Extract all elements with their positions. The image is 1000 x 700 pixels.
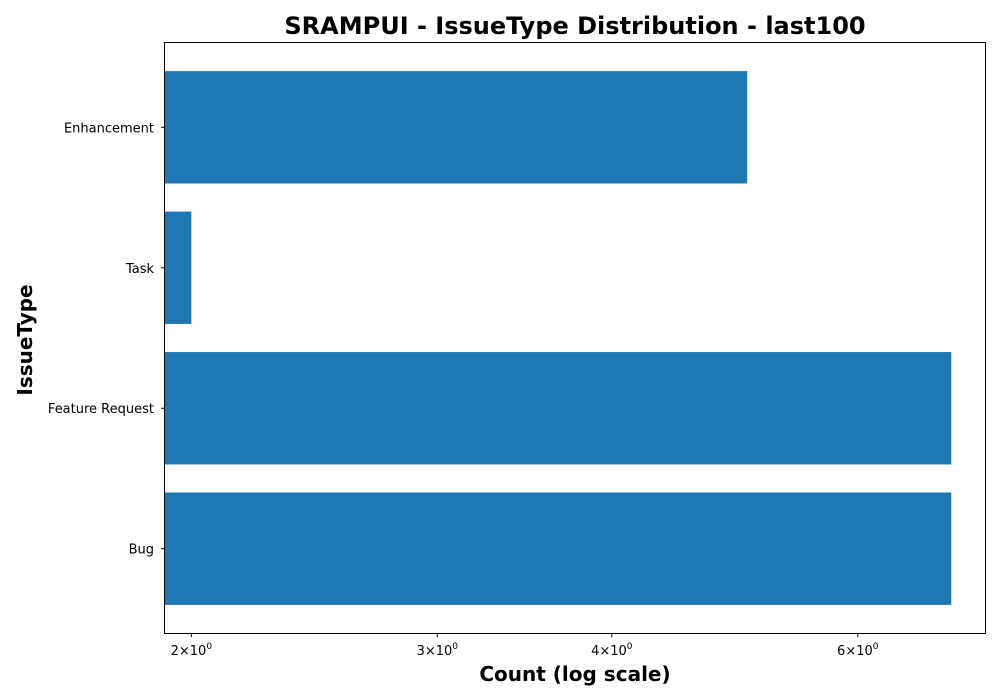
x-axis-label: Count (log scale)	[479, 662, 670, 686]
bar	[165, 352, 952, 465]
x-tick-label: 4×100	[591, 642, 633, 659]
y-tick-label: Enhancement	[64, 121, 154, 136]
x-tick-label: 3×100	[417, 642, 459, 659]
y-tick-label: Task	[125, 262, 155, 277]
y-tick-label: Bug	[129, 543, 154, 558]
x-axis: 2×100 3×100 4×100 6×100	[171, 633, 879, 659]
y-axis-label: IssueType	[13, 284, 37, 395]
chart-title: SRAMPUI - IssueType Distribution - last1…	[284, 12, 865, 40]
x-tick-label: 2×100	[171, 642, 213, 659]
y-tick-label: Feature Request	[48, 402, 154, 417]
plot-frame	[164, 42, 986, 634]
bars-layer	[165, 71, 952, 605]
bar	[165, 71, 748, 184]
bar	[165, 492, 952, 605]
y-axis: Bug Feature Request Task Enhancement	[48, 121, 165, 558]
bar	[165, 211, 192, 324]
x-tick-label: 6×100	[837, 642, 879, 659]
